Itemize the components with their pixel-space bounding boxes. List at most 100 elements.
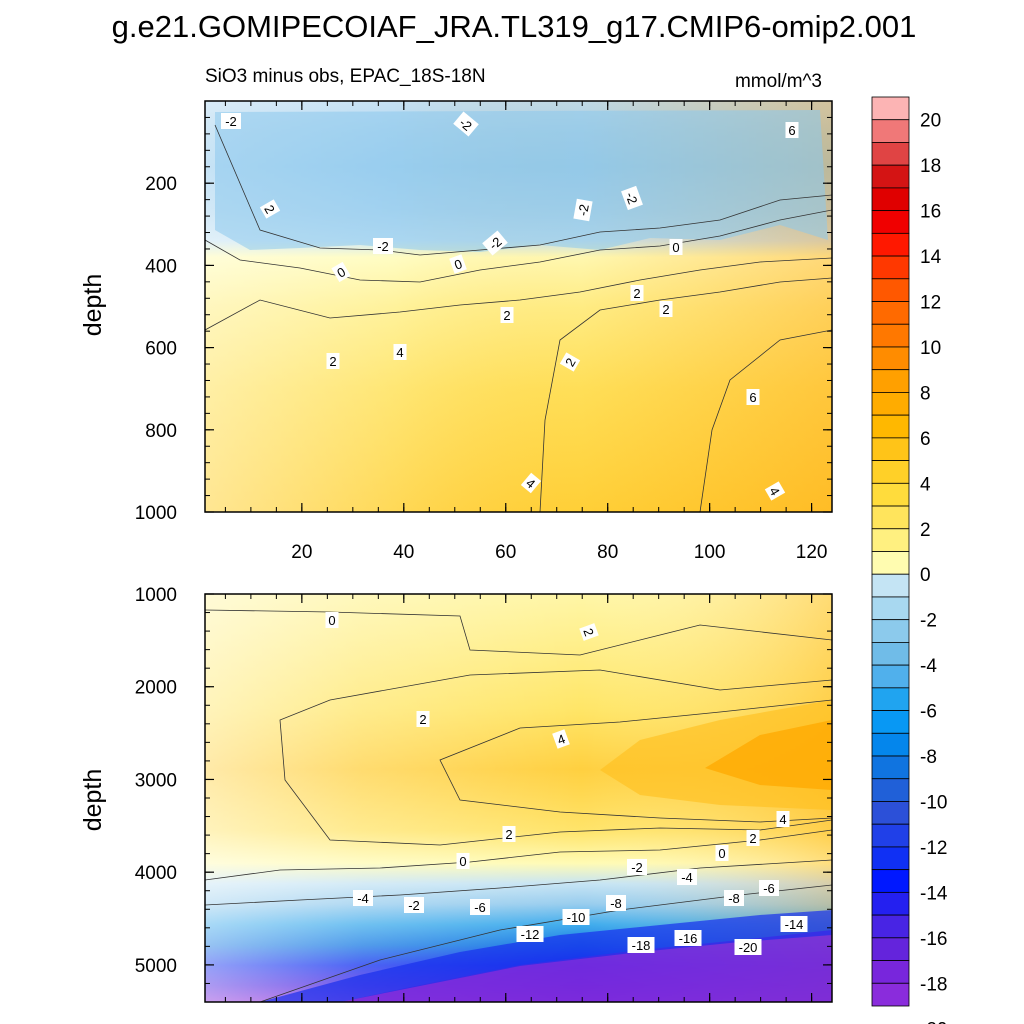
upper-contour-label-box — [453, 111, 479, 137]
lower-contour-label-text: 0 — [718, 846, 725, 861]
upper-contour-label-text: 2 — [633, 286, 640, 301]
colorbar-box — [871, 891, 910, 916]
lower-contour-label: 0 — [325, 612, 339, 628]
lower-y-tick-label: 5000 — [135, 956, 177, 977]
lower-contour-label-text: -4 — [681, 870, 693, 885]
lower-contour-label: 2 — [416, 711, 430, 727]
colorbar-box — [871, 755, 910, 780]
upper-contour-label: -2 — [621, 185, 643, 211]
upper-contour-label-text: 6 — [788, 123, 795, 138]
lower-contour-label-text: -16 — [679, 931, 698, 946]
upper-contour-label: -2 — [573, 198, 593, 222]
upper-contour-label-box — [259, 199, 281, 219]
lower-contour-label-text: 2 — [580, 626, 597, 638]
x-tick-label: 80 — [597, 542, 618, 563]
lower-contour-label-text: -6 — [474, 900, 486, 915]
upper-contour-label-text: 0 — [452, 256, 464, 273]
lower-contour-label-text: 2 — [505, 827, 512, 842]
upper-contour-m2 — [214, 124, 832, 256]
colorbar-box — [871, 414, 910, 439]
upper-y-tick-label: 800 — [145, 421, 177, 442]
lower-contour-label: -2 — [404, 897, 424, 913]
colorbar-label: -18 — [920, 974, 947, 995]
colorbar: 20181614121086420-2-4-6-8-10-12-14-16-18… — [871, 96, 948, 1024]
colorbar-label: 16 — [920, 202, 941, 223]
lower-contour-label: 2 — [746, 830, 760, 846]
lower-contour-label-text: -2 — [408, 898, 420, 913]
lower-contour-labels: 0 2 2 4 2 4 2 0 0 -2 -4 -2 -4 -6 -8 -8 -6 -10 -12 -14 -16 -18… — [325, 612, 808, 955]
upper-contour-label: 4 — [520, 472, 542, 494]
upper-contour-label: 2 — [559, 352, 581, 372]
upper-contour-label-box — [449, 254, 467, 274]
colorbar-label: -14 — [920, 883, 948, 904]
colorbar-box — [871, 460, 910, 484]
upper-contour-0 — [205, 209, 832, 283]
upper-contour-label-box — [764, 481, 786, 501]
upper-contour-label-box — [746, 389, 760, 405]
lower-contour-label: -20 — [734, 939, 762, 955]
upper-contour-label-text: -2 — [225, 114, 237, 129]
upper-contour-label: 0 — [449, 254, 467, 274]
lower-contour-label-text: 4 — [779, 812, 786, 827]
upper-contour-label-box — [621, 185, 643, 211]
lower-contour-label-box — [677, 869, 697, 885]
colorbar-boxes — [871, 96, 910, 1007]
chart-subtitle-left: SiO3 minus obs, EPAC_18S-18N — [205, 66, 486, 87]
upper-y-axis-label: depth — [79, 274, 107, 337]
upper-contour-label: 2 — [659, 301, 673, 317]
colorbar-box — [871, 573, 910, 598]
lower-contour-label-text: -18 — [632, 938, 651, 953]
colorbar-label: -16 — [920, 929, 947, 950]
colorbar-label: 8 — [920, 383, 931, 404]
colorbar-label: 12 — [920, 293, 941, 314]
upper-contour-2 — [205, 257, 832, 331]
colorbar-box — [871, 869, 910, 893]
lower-x-ticks — [224, 594, 813, 1002]
lower-contour-label: -16 — [674, 930, 702, 946]
upper-contour-label: 6 — [746, 389, 760, 405]
lower-contour-label-box — [404, 897, 424, 913]
upper-contour-label: 6 — [785, 122, 799, 138]
upper-contour-label-box — [630, 285, 644, 301]
lower-contour-label-box — [759, 880, 779, 896]
lower-contour-label-box — [674, 930, 702, 946]
lower-contour-label-box — [502, 826, 516, 842]
colorbar-label: 0 — [920, 565, 931, 586]
chart-title: g.e21.GOMIPECOIAF_JRA.TL319_g17.CMIP6-om… — [112, 9, 917, 44]
colorbar-labels: 20181614121086420-2-4-6-8-10-12-14-16-18… — [920, 111, 948, 1024]
upper-contour-4 — [539, 277, 832, 512]
lower-contour-label-text: 2 — [749, 831, 756, 846]
colorbar-label: 2 — [920, 520, 931, 541]
lower-contour-label-box — [715, 845, 729, 861]
upper-contour-label: 4 — [764, 481, 786, 501]
upper-contour-label: -2 — [221, 113, 241, 129]
upper-contour-label-text: 6 — [749, 390, 756, 405]
colorbar-label: 4 — [920, 474, 931, 495]
lower-contour-label: -6 — [759, 880, 779, 896]
lower-contour-label-box — [562, 909, 590, 925]
lower-contour-label-box — [353, 890, 373, 906]
lower-contour-label-box — [579, 623, 599, 641]
upper-y-tick-label: 1000 — [135, 503, 177, 524]
upper-y-tick-label: 600 — [145, 339, 177, 360]
lower-contour-label: -8 — [606, 895, 626, 911]
upper-contour-label-box — [331, 261, 351, 283]
upper-contour-label: 0 — [669, 239, 683, 255]
colorbar-box — [871, 96, 910, 121]
lower-contour-label: -6 — [470, 899, 490, 915]
lower-y-tick-label: 4000 — [135, 863, 177, 884]
colorbar-box — [871, 619, 910, 643]
x-tick-label: 100 — [694, 542, 726, 563]
upper-frame — [204, 100, 833, 513]
chart-subtitle-right: mmol/m^3 — [735, 71, 822, 92]
x-tick-label: 20 — [291, 542, 312, 563]
lower-contour-label-text: -14 — [785, 917, 804, 932]
colorbar-box — [871, 551, 910, 575]
colorbar-label: -4 — [920, 656, 937, 677]
lower-contour-label-text: -8 — [728, 891, 740, 906]
colorbar-label: 10 — [920, 338, 941, 359]
lower-contour-label-text: -12 — [521, 927, 540, 942]
colorbar-label: 14 — [920, 247, 942, 268]
lower-contour-label: -4 — [677, 869, 697, 885]
colorbar-box — [871, 437, 910, 462]
